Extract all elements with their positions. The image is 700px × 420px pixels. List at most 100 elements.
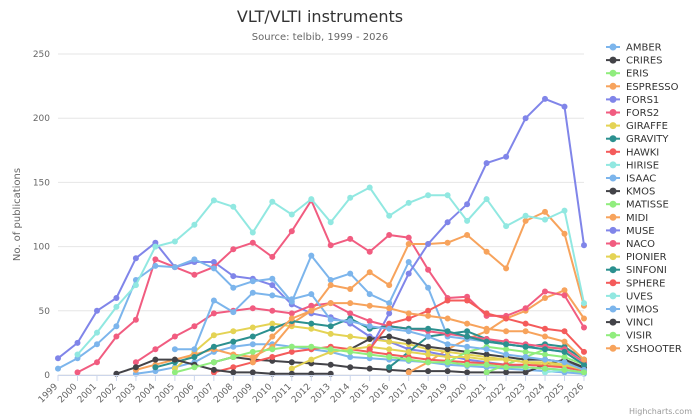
legend-item-midi[interactable]: MIDI <box>606 213 648 224</box>
data-point[interactable] <box>542 346 548 353</box>
data-point[interactable] <box>210 197 217 204</box>
data-point[interactable] <box>269 325 276 332</box>
legend-item-amber[interactable]: AMBER <box>606 43 662 54</box>
data-point[interactable] <box>230 284 237 291</box>
data-point[interactable] <box>269 292 276 299</box>
legend-item-giraffe[interactable]: GIRAFFE <box>606 121 668 132</box>
data-point[interactable] <box>347 310 354 317</box>
data-point[interactable] <box>444 192 451 199</box>
data-point[interactable] <box>444 328 451 335</box>
data-point[interactable] <box>542 356 548 363</box>
data-point[interactable] <box>347 348 354 355</box>
legend-item-fors2[interactable]: FORS2 <box>606 108 659 119</box>
legend-item-xshooter[interactable]: XSHOOTER <box>606 344 682 355</box>
data-point[interactable] <box>386 282 393 289</box>
data-point[interactable] <box>308 196 315 203</box>
data-point[interactable] <box>483 196 490 203</box>
series-xshooter[interactable] <box>249 300 587 366</box>
data-point[interactable] <box>366 346 373 353</box>
data-point[interactable] <box>152 243 159 250</box>
legend-item-gravity[interactable]: GRAVITY <box>606 134 669 145</box>
data-point[interactable] <box>561 354 568 360</box>
data-point[interactable] <box>327 330 334 337</box>
data-point[interactable] <box>483 248 490 255</box>
data-point[interactable] <box>542 208 548 215</box>
data-point[interactable] <box>288 365 295 372</box>
data-point[interactable] <box>581 242 587 249</box>
series-line[interactable] <box>135 343 585 375</box>
data-point[interactable] <box>561 292 568 299</box>
data-point[interactable] <box>425 307 432 314</box>
data-point[interactable] <box>386 212 393 219</box>
data-point[interactable] <box>503 346 510 353</box>
data-point[interactable] <box>503 223 510 230</box>
data-point[interactable] <box>249 369 256 376</box>
data-point[interactable] <box>327 282 334 289</box>
series-line[interactable] <box>252 302 585 363</box>
data-point[interactable] <box>55 355 61 362</box>
data-point[interactable] <box>405 241 412 247</box>
data-point[interactable] <box>230 328 237 335</box>
series-line[interactable] <box>135 210 585 371</box>
data-point[interactable] <box>425 312 432 319</box>
data-point[interactable] <box>230 343 237 350</box>
data-point[interactable] <box>522 354 529 360</box>
series-line[interactable] <box>368 97 585 350</box>
data-point[interactable] <box>542 295 548 301</box>
series-line[interactable] <box>174 291 585 371</box>
legend-item-sphere[interactable]: SPHERE <box>606 278 665 289</box>
data-point[interactable] <box>327 323 334 330</box>
data-point[interactable] <box>269 307 276 314</box>
series-matisse[interactable] <box>444 343 587 368</box>
data-point[interactable] <box>561 103 568 110</box>
series-line[interactable] <box>368 299 585 353</box>
legend-item-pionier[interactable]: PIONIER <box>606 252 667 263</box>
data-point[interactable] <box>503 351 510 358</box>
data-point[interactable] <box>269 275 276 282</box>
data-point[interactable] <box>210 359 217 366</box>
data-point[interactable] <box>249 354 256 360</box>
data-point[interactable] <box>152 346 159 353</box>
data-point[interactable] <box>464 361 471 368</box>
data-point[interactable] <box>464 348 471 355</box>
data-point[interactable] <box>191 364 198 371</box>
data-point[interactable] <box>464 343 471 350</box>
data-point[interactable] <box>444 346 451 353</box>
data-point[interactable] <box>249 239 256 246</box>
data-point[interactable] <box>581 324 587 331</box>
data-point[interactable] <box>94 341 100 348</box>
data-point[interactable] <box>464 333 471 340</box>
data-point[interactable] <box>483 310 490 317</box>
data-point[interactable] <box>542 325 548 332</box>
data-point[interactable] <box>94 329 100 336</box>
data-point[interactable] <box>561 328 568 335</box>
data-point[interactable] <box>581 300 587 307</box>
data-point[interactable] <box>386 364 393 371</box>
data-point[interactable] <box>386 300 393 307</box>
series-visir[interactable] <box>171 343 587 376</box>
data-point[interactable] <box>522 217 529 224</box>
data-point[interactable] <box>249 348 256 355</box>
data-point[interactable] <box>464 217 471 224</box>
data-point[interactable] <box>347 194 354 201</box>
data-point[interactable] <box>386 320 393 327</box>
data-point[interactable] <box>366 184 373 191</box>
series-line[interactable] <box>135 302 585 364</box>
data-point[interactable] <box>464 297 471 304</box>
series-line[interactable] <box>213 356 585 374</box>
data-point[interactable] <box>561 366 568 373</box>
data-point[interactable] <box>327 242 334 249</box>
legend-item-sinfoni[interactable]: SINFONI <box>606 265 667 276</box>
data-point[interactable] <box>210 259 217 265</box>
data-point[interactable] <box>581 361 587 368</box>
legend-item-vimos[interactable]: VIMOS <box>606 305 659 316</box>
data-point[interactable] <box>386 232 393 238</box>
data-point[interactable] <box>522 348 529 355</box>
legend-item-crires[interactable]: CRIRES <box>606 56 663 67</box>
data-point[interactable] <box>191 323 198 330</box>
series-line[interactable] <box>213 345 585 374</box>
data-point[interactable] <box>522 115 529 122</box>
data-point[interactable] <box>308 356 315 363</box>
data-point[interactable] <box>522 359 529 366</box>
data-point[interactable] <box>132 359 139 366</box>
